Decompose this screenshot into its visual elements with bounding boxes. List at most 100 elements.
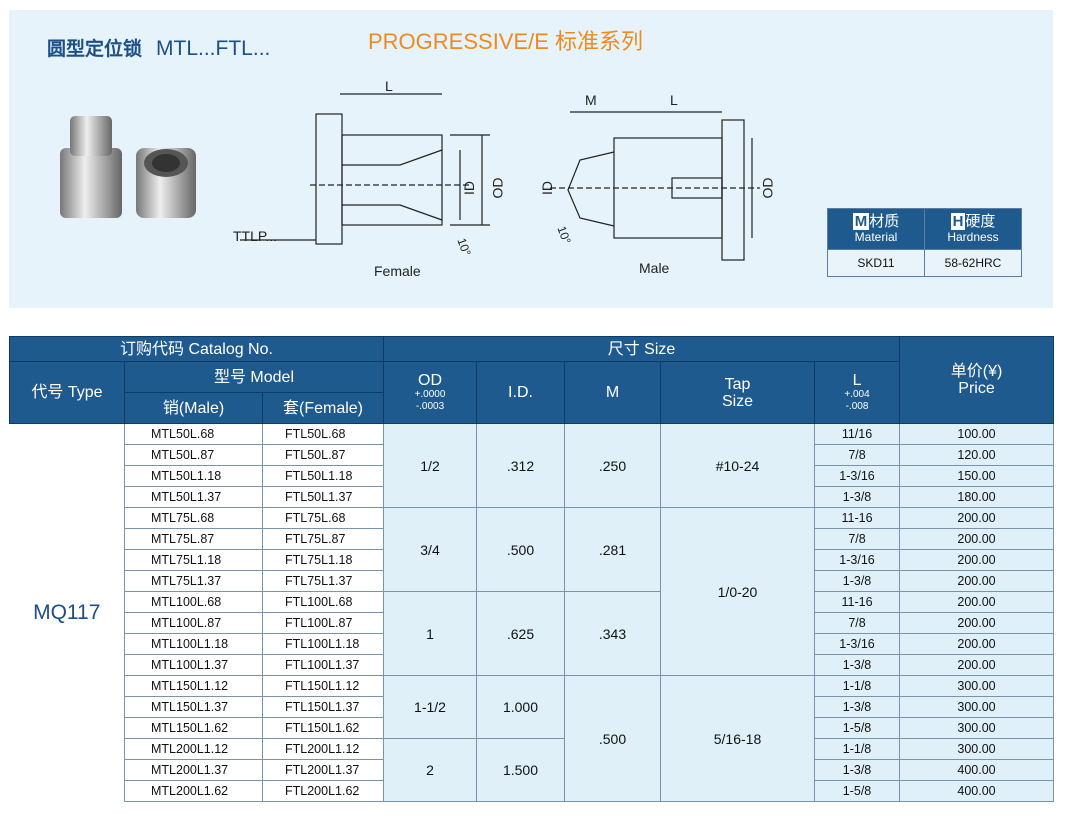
price-cell: 120.00 bbox=[899, 444, 1055, 466]
male-drawing bbox=[550, 111, 760, 261]
table-row: MTL50L1.18 FTL50L1.18 1-3/16 150.00 bbox=[10, 465, 1055, 487]
l-cell: 7/8 bbox=[813, 444, 901, 466]
id-header: I.D. bbox=[476, 361, 565, 424]
id-cell: 1.000 bbox=[476, 675, 565, 739]
female-l-label: L bbox=[385, 78, 393, 94]
price-cell: 180.00 bbox=[899, 486, 1055, 508]
l-cell: 7/8 bbox=[813, 612, 901, 634]
series-title: PROGRESSIVE/E 标准系列 bbox=[368, 29, 644, 54]
male-model: MTL50L1.37 bbox=[124, 486, 263, 508]
male-header: 销(Male) bbox=[124, 392, 263, 424]
female-model: FTL200L1.12 bbox=[262, 738, 384, 760]
female-model: FTL50L.87 bbox=[262, 444, 384, 466]
male-model: MTL75L1.18 bbox=[124, 549, 263, 571]
l-cell: 1-3/8 bbox=[813, 696, 901, 718]
size-header: 尺寸 Size bbox=[382, 336, 901, 362]
m-header: M bbox=[564, 361, 661, 424]
l-cell: 1-3/16 bbox=[813, 549, 901, 571]
table-row: MTL75L.68 FTL75L.68 3/4.500.281 1/0-20 11-16… bbox=[10, 507, 1055, 676]
l-header: L +.004 -.008 bbox=[813, 361, 901, 424]
female-drawing bbox=[240, 93, 490, 245]
l-cell: 7/8 bbox=[813, 528, 901, 550]
m-cell: .500 bbox=[564, 675, 661, 802]
female-model: FTL100L1.18 bbox=[262, 633, 384, 655]
l-cell: 11/16 bbox=[813, 423, 901, 445]
tap-cell: #10-24 bbox=[660, 423, 815, 508]
spec-table: M 材质 Material H 硬度 Hardness SKD11 58-62HRC bbox=[827, 208, 1022, 277]
table-row: MTL200L1.12 FTL200L1.12 2 1.500 1-1/8 300.00 bbox=[10, 738, 1055, 802]
price-cell: 400.00 bbox=[899, 759, 1055, 781]
table-row: MTL200L1.37 FTL200L1.37 1-3/8 400.00 bbox=[10, 759, 1055, 781]
price-cell: 300.00 bbox=[899, 717, 1055, 739]
male-model: MTL150L1.37 bbox=[124, 696, 263, 718]
id-cell: .625 bbox=[476, 591, 565, 676]
type-header: 代号 Type bbox=[9, 361, 125, 424]
female-model: FTL75L.68 bbox=[262, 507, 384, 529]
table-row: MTL200L1.62 FTL200L1.62 1-5/8 400.00 bbox=[10, 780, 1055, 802]
male-model: MTL50L.87 bbox=[124, 444, 263, 466]
female-model: FTL150L1.12 bbox=[262, 675, 384, 697]
l-cell: 1-5/8 bbox=[813, 780, 901, 802]
price-cell: 200.00 bbox=[899, 591, 1055, 613]
table-row: MTL150L1.12 FTL150L1.12 1-1/2 1.000.500 5/16… bbox=[10, 675, 1055, 802]
female-id-label: ID bbox=[461, 181, 477, 195]
male-model: MTL200L1.37 bbox=[124, 759, 263, 781]
hardness-header: H 硬度 Hardness bbox=[924, 208, 1022, 250]
male-model: MTL100L.68 bbox=[124, 591, 263, 613]
female-od-label: OD bbox=[489, 177, 506, 199]
male-model: MTL50L.68 bbox=[124, 423, 263, 445]
table-row: MTL100L.87 FTL100L.87 7/8 200.00 bbox=[10, 612, 1055, 634]
l-cell: 1-3/8 bbox=[813, 570, 901, 592]
male-model: MTL100L1.18 bbox=[124, 633, 263, 655]
price-cell: 300.00 bbox=[899, 696, 1055, 718]
male-od-label: OD bbox=[759, 177, 776, 199]
female-model: FTL75L.87 bbox=[262, 528, 384, 550]
table-row: MQ117 MTL50L.68 FTL50L.68 1/2.312.250 #10-24… bbox=[9, 423, 1055, 802]
l-cell: 11-16 bbox=[813, 507, 901, 529]
female-model: FTL50L.68 bbox=[262, 423, 384, 445]
model-header: 型号 Model bbox=[124, 361, 384, 393]
m-cell: .250 bbox=[564, 423, 661, 508]
price-cell: 400.00 bbox=[899, 780, 1055, 802]
product-title: 圆型定位锁 MTL...FTL... bbox=[47, 34, 270, 61]
male-model: MTL200L1.12 bbox=[124, 738, 263, 760]
female-model: FTL50L1.18 bbox=[262, 465, 384, 487]
price-cell: 200.00 bbox=[899, 507, 1055, 529]
type-cell: MQ117 bbox=[9, 423, 125, 802]
male-model: MTL75L.87 bbox=[124, 528, 263, 550]
catalog-table: 订购代码 Catalog No. 尺寸 Size 单价(¥) Price 代号 Ty… bbox=[9, 336, 1055, 802]
male-model: MTL200L1.62 bbox=[124, 780, 263, 802]
female-model: FTL75L1.37 bbox=[262, 570, 384, 592]
male-m-label: M bbox=[585, 92, 597, 108]
female-model: FTL75L1.18 bbox=[262, 549, 384, 571]
male-model: MTL75L1.37 bbox=[124, 570, 263, 592]
female-header: 套(Female) bbox=[262, 392, 384, 424]
price-cell: 200.00 bbox=[899, 633, 1055, 655]
male-label: Male bbox=[639, 260, 670, 276]
price-cell: 200.00 bbox=[899, 654, 1055, 676]
female-model: FTL150L1.62 bbox=[262, 717, 384, 739]
material-header: M 材质 Material bbox=[827, 208, 925, 250]
id-cell: 1.500 bbox=[476, 738, 565, 802]
tap-cell: 5/16-18 bbox=[660, 675, 815, 802]
price-cell: 300.00 bbox=[899, 675, 1055, 697]
table-row: MTL150L1.37 FTL150L1.37 1-3/8 300.00 bbox=[10, 696, 1055, 718]
price-cell: 300.00 bbox=[899, 738, 1055, 760]
ttlp-label: TTLP... bbox=[233, 228, 278, 244]
male-model: MTL100L1.37 bbox=[124, 654, 263, 676]
l-cell: 1-3/8 bbox=[813, 486, 901, 508]
l-cell: 1-1/8 bbox=[813, 675, 901, 697]
female-model: FTL200L1.37 bbox=[262, 759, 384, 781]
male-model: MTL50L1.18 bbox=[124, 465, 263, 487]
catalog-header: 订购代码 Catalog No. bbox=[9, 336, 384, 362]
price-cell: 200.00 bbox=[899, 570, 1055, 592]
hardness-value: 58-62HRC bbox=[924, 249, 1022, 277]
material-value: SKD11 bbox=[827, 249, 925, 277]
od-cell: 1/2 bbox=[383, 423, 477, 508]
l-cell: 1-3/8 bbox=[813, 759, 901, 781]
l-cell: 1-3/16 bbox=[813, 633, 901, 655]
price-cell: 200.00 bbox=[899, 549, 1055, 571]
title-model: MTL...FTL... bbox=[156, 37, 271, 60]
table-row: MTL75L1.37 FTL75L1.37 1-3/8 200.00 bbox=[10, 570, 1055, 592]
price-cell: 100.00 bbox=[899, 423, 1055, 445]
